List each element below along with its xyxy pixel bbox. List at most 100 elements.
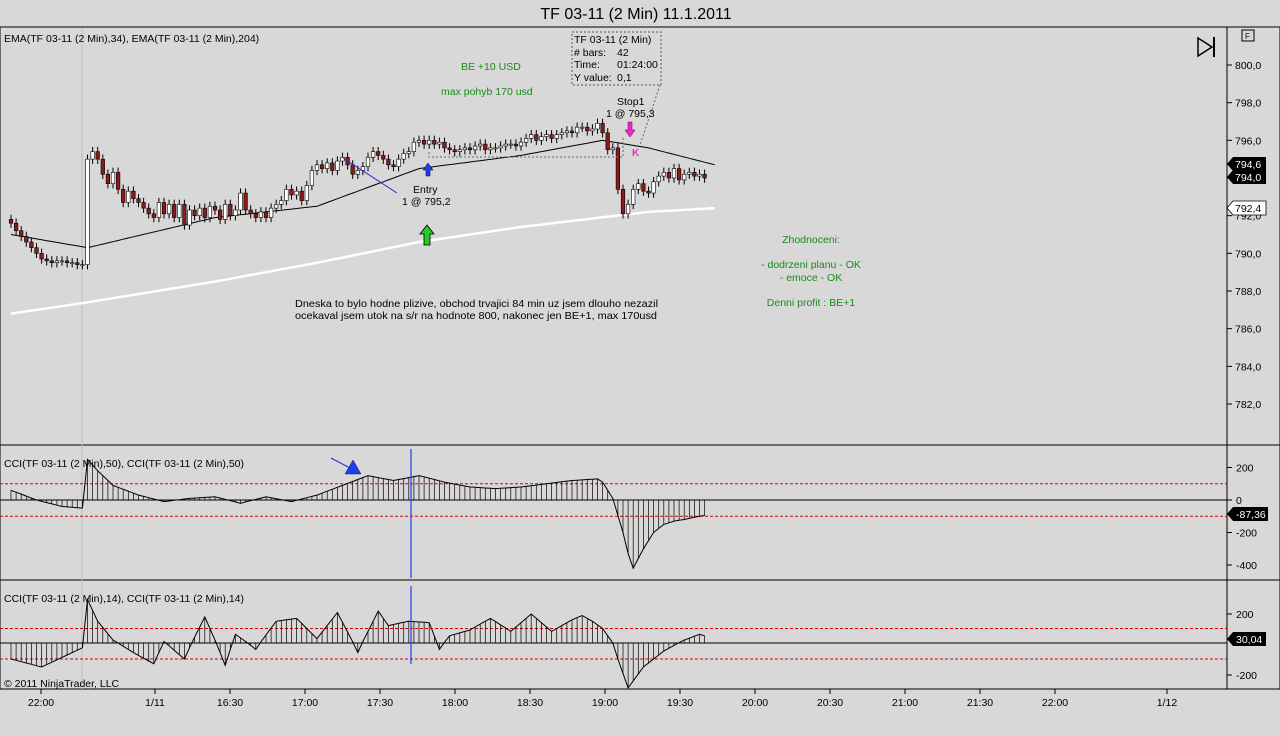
candle-body [559, 132, 564, 135]
tooltip-connector-dashed [639, 84, 661, 146]
price-y-tick-label: 800,0 [1235, 60, 1261, 72]
cci14-y-axis: 200 -200 [1227, 609, 1257, 682]
cci14-panel-title: CCI(TF 03-11 (2 Min),14), CCI(TF 03-11 (… [4, 593, 244, 605]
entry-label: Entry [413, 184, 438, 196]
price-y-tick-label: 784,0 [1235, 361, 1261, 373]
candle-body [309, 170, 315, 186]
candle-body [636, 183, 641, 190]
entry-signal-arrow-icon[interactable] [419, 224, 435, 246]
cci50-last-flag: -87,36 [1227, 507, 1268, 521]
candle-body [697, 173, 702, 177]
candle-body [447, 147, 452, 151]
x-tick-label: 1/11 [145, 697, 165, 709]
candle-body [279, 200, 284, 205]
summary-title: Zhodnoceni: [782, 234, 840, 246]
y-tick-label: 0 [1236, 495, 1242, 507]
cci50-last-flag-text: -87,36 [1236, 509, 1266, 521]
candle-body [24, 236, 29, 243]
candle-body [615, 147, 620, 190]
candle-body [54, 260, 59, 264]
candle-body [671, 168, 677, 179]
menu-f-icon[interactable]: F [1241, 29, 1255, 42]
candle-body [299, 190, 304, 201]
stop-execution-arrow-icon[interactable] [624, 121, 636, 138]
candle-body [59, 260, 65, 263]
candle-body [233, 209, 238, 216]
candle-body [218, 209, 223, 220]
summary-line-2: - emoce - OK [780, 272, 842, 284]
copyright-text: © 2011 NinjaTrader, LLC [4, 678, 120, 690]
candle-body [432, 140, 437, 145]
cci50-histogram [10, 459, 705, 569]
candle-body [304, 185, 309, 201]
candle-body [314, 164, 320, 171]
time-x-axis: 22:00 1/11 16:30 17:00 17:30 18:00 18:30 19:00 1… [28, 689, 1177, 709]
candle-body [396, 158, 401, 168]
candle-body [294, 190, 299, 196]
candle-body [253, 213, 258, 218]
candle-body [472, 145, 478, 151]
summary-line-1: - dodrzeni planu - OK [761, 259, 861, 271]
candle-body [187, 209, 192, 226]
entry-execution-arrow-icon[interactable] [422, 162, 434, 177]
candle-body [192, 209, 197, 216]
trendline-blue[interactable] [342, 157, 398, 194]
y-tick-label: 200 [1236, 609, 1254, 621]
candle-body [493, 147, 498, 150]
price-panel [0, 26, 1228, 446]
tooltip-bars-label: # bars: [574, 47, 606, 59]
x-tick-label: 20:30 [817, 697, 843, 709]
candle-body [49, 260, 54, 264]
tooltip-title: TF 03-11 (2 Min) [574, 34, 651, 46]
tooltip-time-label: Time: [574, 59, 600, 71]
tooltip-bars-value: 42 [617, 47, 629, 59]
candle-body [319, 164, 325, 169]
candle-body [416, 140, 422, 143]
candle-body [666, 172, 671, 179]
candle-body [34, 247, 39, 254]
candle-body [590, 128, 595, 132]
candle-body [172, 204, 177, 218]
price-flag-1-text: 794,6 [1235, 159, 1261, 171]
candle-body [554, 134, 559, 139]
x-tick-label: 22:00 [1042, 697, 1068, 709]
candle-body [136, 198, 141, 203]
y-tick-label: -200 [1236, 670, 1257, 682]
candle-body [284, 189, 289, 201]
annotation-max-move: max pohyb 170 usd [441, 86, 533, 98]
candle-body [411, 141, 417, 152]
title-bar [0, 0, 1280, 27]
summary-line-3: Denni profit : BE+1 [767, 297, 856, 309]
candle-body [600, 123, 605, 134]
tooltip-y-label: Y value: [574, 72, 612, 84]
price-flag-1: 794,6 [1227, 157, 1266, 171]
candle-body [467, 147, 473, 151]
x-tick-label: 16:30 [217, 697, 243, 709]
cci50-panel-title: CCI(TF 03-11 (2 Min),50), CCI(TF 03-11 (… [4, 458, 244, 470]
candle-body [513, 143, 518, 147]
candle-body [167, 204, 172, 215]
candle-body [268, 207, 274, 218]
candle-body [161, 202, 167, 215]
trade-connector-dashed [428, 136, 624, 158]
cci14-histogram [10, 599, 705, 688]
candle-body [44, 258, 49, 262]
candle-body [544, 134, 549, 137]
price-y-tick-label: 796,0 [1235, 135, 1261, 147]
candle-body [8, 219, 14, 224]
candle-body [39, 253, 44, 260]
stop-price-label: 1 @ 795,3 [606, 108, 655, 120]
candle-body [146, 207, 151, 215]
candle-body [534, 134, 539, 141]
x-tick-label: 21:30 [967, 697, 993, 709]
play-end-icon[interactable] [1197, 36, 1215, 58]
candle-body [539, 136, 544, 141]
candle-body [676, 168, 682, 181]
candle-body [564, 130, 569, 134]
candle-body [29, 241, 34, 248]
candle-body [289, 189, 294, 196]
window-title: TF 03-11 (2 Min) 11.1.2011 [540, 6, 731, 23]
candle-body [263, 211, 269, 218]
price-flag-2: 794,0 [1227, 170, 1266, 184]
candle-body [478, 143, 483, 147]
